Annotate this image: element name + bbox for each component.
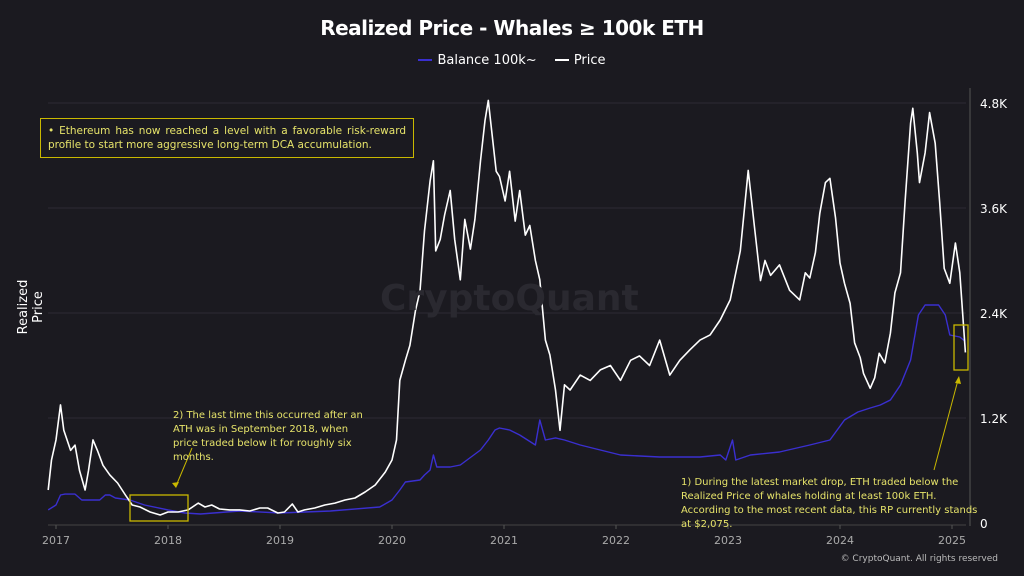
arrowhead-2025 [955, 376, 961, 384]
legend-swatch [554, 59, 569, 61]
annotation-latest: 1) During the latest market drop, ETH tr… [681, 477, 978, 530]
arrowhead-2018 [172, 482, 179, 488]
arrow-2025 [933, 379, 959, 471]
annotation-dca: • Ethereum has now reached a level with … [40, 118, 414, 158]
copyright: © CryptoQuant. All rights reserved [840, 554, 998, 564]
legend-item-price[interactable]: Price [554, 52, 606, 68]
annotation-2018: 2) The last time this occurred after an … [173, 410, 363, 463]
x-tick-label: 2024 [826, 534, 854, 547]
price-line [47, 99, 967, 516]
y-tick-label: 0 [980, 517, 988, 531]
y-tick-label: 1.2K [980, 412, 1008, 426]
legend-swatch [418, 59, 433, 61]
arrow-2018 [175, 447, 193, 487]
watermark: CryptoQuant [380, 278, 639, 319]
y-axis-label: Realized Price [16, 279, 46, 335]
chart-title: Realized Price - Whales ≥ 100k ETH [320, 16, 704, 40]
x-tick-label: 2025 [938, 534, 966, 547]
x-tick-label: 2021 [490, 534, 518, 547]
x-tick-label: 2022 [602, 534, 630, 547]
highlight-box-2025 [953, 324, 969, 371]
legend-item-balance[interactable]: Balance 100k~ [418, 52, 537, 68]
legend-label: Balance 100k~ [437, 52, 537, 68]
legend-label: Price [573, 52, 606, 68]
y-tick-label: 2.4K [980, 307, 1008, 321]
realized-price-line [47, 304, 966, 515]
x-tick-label: 2017 [42, 534, 70, 547]
x-tick-label: 2018 [154, 534, 182, 547]
y-tick-label: 3.6K [980, 202, 1008, 216]
legend: Balance 100k~ Price [0, 50, 1024, 68]
y-tick-label: 4.8K [980, 97, 1008, 111]
x-tick-label: 2023 [714, 534, 742, 547]
x-tick-label: 2020 [378, 534, 406, 547]
x-tick-label: 2019 [266, 534, 294, 547]
highlight-box-2018 [129, 494, 189, 522]
